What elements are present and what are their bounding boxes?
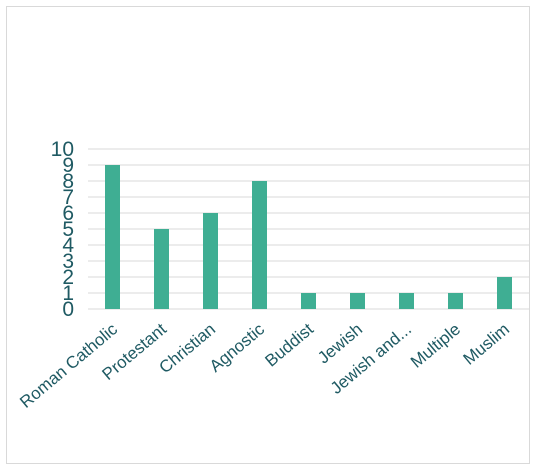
y-tick-label: 5 <box>62 218 74 241</box>
x-category-label: Muslim <box>460 320 513 369</box>
x-category-label: Multiple <box>407 320 464 372</box>
y-tick-label: 0 <box>62 298 74 321</box>
bar <box>105 165 120 309</box>
y-tick-label: 8 <box>62 170 74 193</box>
y-tick-label: 7 <box>62 186 74 209</box>
y-tick-label: 2 <box>62 266 74 289</box>
y-tick-label: 10 <box>51 138 74 161</box>
y-tick-label: 1 <box>62 282 74 305</box>
y-tick-label: 4 <box>62 234 74 257</box>
y-tick-label: 9 <box>62 154 74 177</box>
y-tick-label: 3 <box>62 250 74 273</box>
y-tick-label: 6 <box>62 202 74 225</box>
x-axis-labels: Roman CatholicProtestantChristianAgnosti… <box>16 319 513 412</box>
x-category-label: Buddist <box>261 319 317 370</box>
bar <box>301 293 316 309</box>
bar <box>154 229 169 309</box>
bar <box>203 213 218 309</box>
bar <box>350 293 365 309</box>
chart-frame <box>6 6 530 464</box>
bar <box>448 293 463 309</box>
x-category-label: Agnostic <box>206 319 269 376</box>
bar <box>252 181 267 309</box>
bar <box>399 293 414 309</box>
bars <box>105 165 512 309</box>
bar <box>497 277 512 309</box>
